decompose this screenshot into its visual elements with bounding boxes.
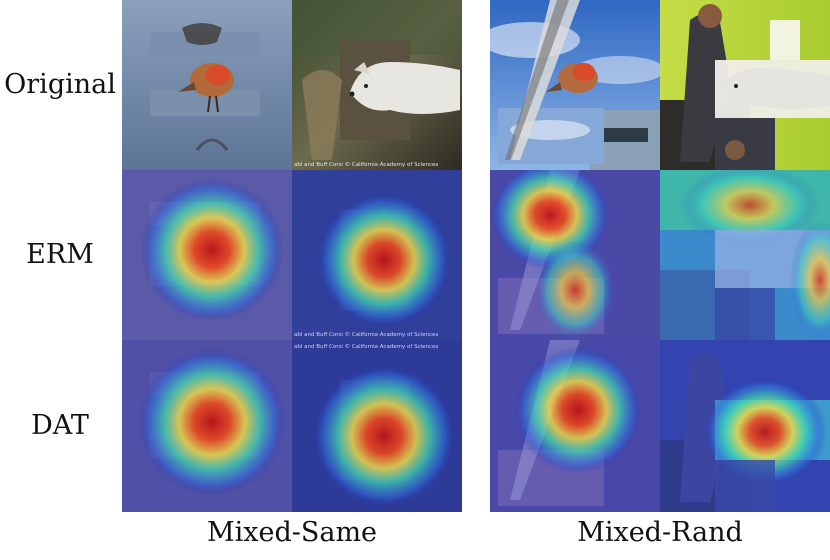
wolf-icon — [349, 62, 460, 114]
attention-heatmap — [703, 377, 827, 487]
attention-heatmap — [140, 178, 284, 322]
column-label-mixed-rand: Mixed-Rand — [577, 517, 743, 548]
row-label-erm: ERM — [26, 239, 94, 270]
bird-icon — [178, 63, 234, 113]
panel-dat-mixed-same-wolf: abl and Buff Corsi © California Academy … — [292, 340, 462, 512]
attention-heatmap — [138, 348, 286, 496]
panel-original-mixed-rand-sky — [490, 0, 660, 170]
image-credit: abl and Buff Corsi © California Academy … — [294, 331, 438, 338]
panel-erm-mixed-rand-sky — [490, 170, 660, 340]
panel-dat-mixed-rand-sky — [490, 340, 660, 512]
panel-erm-mixed-same-wolf: abl and Buff Corsi © California Academy … — [292, 170, 462, 340]
panel-original-mixed-rand-wall — [660, 0, 830, 170]
wolf-icon — [720, 68, 830, 109]
row-label-original: Original — [4, 69, 116, 100]
panel-dat-mixed-rand-wall — [660, 340, 830, 512]
attention-heatmap — [514, 346, 642, 474]
panel-original-mixed-same-bird — [122, 0, 292, 170]
image-credit: abl and Buff Corsi © California Academy … — [294, 343, 438, 350]
bird-icon — [546, 63, 598, 93]
panel-dat-mixed-same-bird — [122, 340, 292, 512]
row-label-dat: DAT — [31, 410, 89, 441]
image-credit: abl and Buff Corsi © California Academy … — [294, 161, 438, 168]
panel-erm-mixed-rand-wall — [660, 170, 830, 340]
panel-original-mixed-same-wolf: abl and Buff Corsi © California Academy … — [292, 0, 462, 170]
column-label-mixed-same: Mixed-Same — [206, 517, 378, 548]
attention-heatmap — [316, 192, 452, 328]
attention-heatmap — [312, 364, 456, 508]
attention-heatmap — [680, 170, 820, 245]
panel-erm-mixed-same-bird — [122, 170, 292, 340]
